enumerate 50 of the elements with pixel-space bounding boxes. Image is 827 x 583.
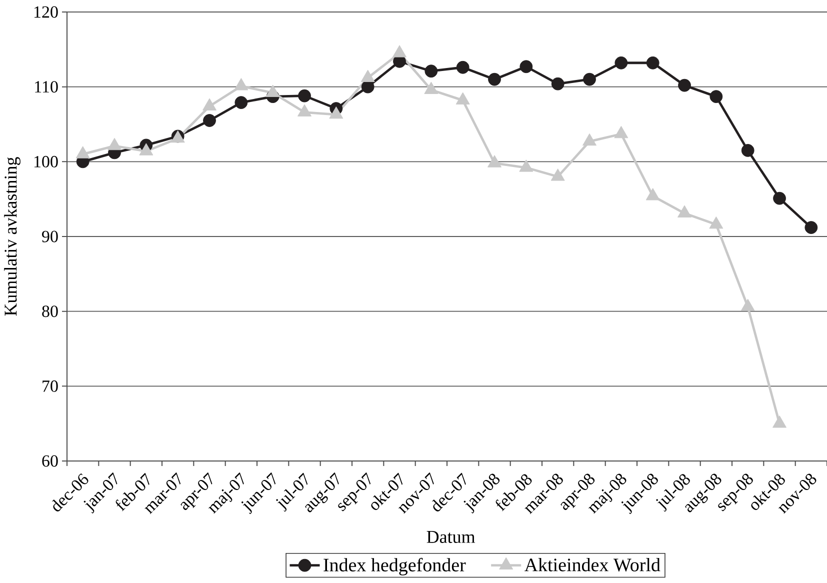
legend-label: Index hedgefonder — [324, 558, 466, 576]
point — [614, 126, 628, 138]
point — [139, 143, 154, 156]
point — [361, 80, 374, 94]
point — [740, 298, 755, 311]
point — [772, 416, 787, 428]
point — [773, 192, 786, 205]
point — [456, 60, 470, 74]
point — [678, 78, 691, 92]
point — [488, 72, 501, 86]
legend-label: Aktieindex World — [524, 558, 660, 572]
point — [520, 60, 533, 74]
point — [266, 84, 280, 97]
point — [360, 70, 375, 82]
point — [202, 98, 217, 110]
point — [646, 188, 660, 200]
x-axis-title: Datum — [426, 531, 476, 543]
y-tick-label: 70 — [42, 380, 58, 392]
y-tick-label: 80 — [42, 306, 58, 318]
point — [678, 205, 692, 218]
y-tick-label: 110 — [35, 81, 58, 93]
point — [234, 96, 248, 109]
point — [297, 104, 312, 116]
point — [646, 56, 660, 70]
point — [741, 144, 754, 157]
point — [614, 56, 628, 70]
point — [424, 64, 438, 78]
point — [298, 89, 311, 102]
y-tick-label: 60 — [42, 455, 58, 467]
y-tick-label: 100 — [34, 156, 58, 168]
point — [550, 168, 565, 181]
point — [203, 114, 216, 127]
point — [709, 216, 724, 229]
point — [234, 78, 248, 90]
point — [424, 82, 438, 94]
y-tick-label: 90 — [42, 230, 58, 242]
point — [392, 45, 407, 58]
point — [551, 77, 564, 90]
point — [804, 221, 818, 234]
point — [329, 106, 344, 119]
y-tick-label: 120 — [34, 6, 58, 18]
point — [519, 160, 534, 172]
point — [456, 92, 470, 104]
point — [107, 138, 122, 150]
point — [710, 90, 723, 104]
point — [488, 155, 502, 168]
point — [583, 72, 596, 86]
y-axis-title: Kumulativ avkastning — [4, 157, 20, 316]
point — [76, 146, 90, 158]
point — [582, 133, 597, 146]
